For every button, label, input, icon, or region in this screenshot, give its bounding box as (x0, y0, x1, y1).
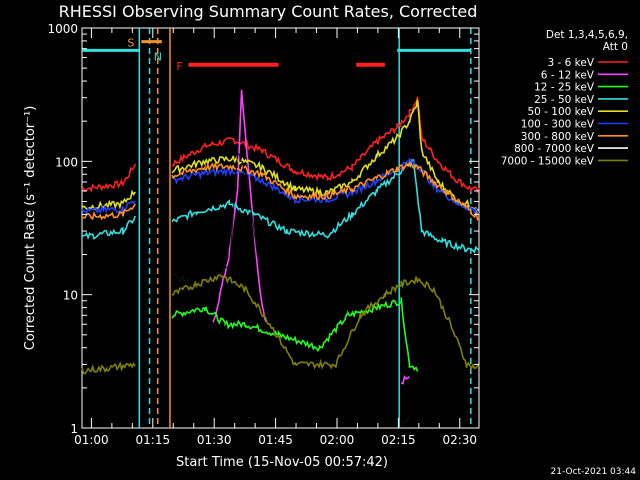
y-tick-label: 1 (70, 422, 78, 436)
x-tick-label: 02:15 (381, 433, 416, 447)
x-tick-label: 01:30 (197, 433, 232, 447)
x-tick-label: 01:15 (136, 433, 171, 447)
y-axis-label: Corrected Count Rate (s⁻¹ detector⁻¹) (23, 106, 38, 351)
series-line-8 (81, 273, 480, 375)
legend-label: 25 - 50 keV (534, 94, 595, 106)
saa-label: S (127, 37, 134, 50)
series-line-7 (171, 151, 410, 428)
legend-label: 12 - 25 keV (534, 82, 595, 94)
series-line-5 (81, 158, 480, 216)
plot-frame (81, 27, 480, 429)
legend-label: 50 - 100 keV (527, 106, 594, 118)
legend-label: 100 - 300 keV (521, 119, 595, 131)
series-line-3 (81, 158, 480, 254)
legend-label: 3 - 6 keV (547, 57, 594, 69)
legend-header: Det 1,3,4,5,6,9, (546, 29, 628, 41)
series-line-2 (171, 297, 419, 372)
footer-timestamp: 21-Oct-2021 03:44 (551, 467, 637, 477)
x-tick-label: 01:45 (258, 433, 293, 447)
night-label: N (154, 51, 162, 64)
series-line-1 (212, 89, 410, 385)
y-tick-label: 10 (63, 289, 78, 303)
legend-header: Att 0 (603, 41, 628, 53)
legend-label: 300 - 800 keV (521, 131, 595, 143)
legend-label: 800 - 7000 keV (514, 143, 595, 155)
x-axis-label: Start Time (15-Nov-05 00:57:42) (176, 455, 388, 470)
x-tick-label: 02:30 (442, 433, 477, 447)
y-tick-label: 1000 (47, 22, 78, 36)
x-tick-label: 01:00 (74, 433, 109, 447)
legend-label: 7000 - 15000 keV (501, 155, 595, 167)
series-line-0 (81, 96, 480, 194)
legend-label: 6 - 12 keV (541, 69, 595, 81)
chart-title: RHESSI Observing Summary Count Rates, Co… (59, 2, 478, 21)
series-line-6 (81, 160, 480, 221)
flare-label: F (176, 60, 182, 73)
y-tick-label: 100 (55, 155, 78, 169)
x-tick-label: 02:00 (320, 433, 355, 447)
